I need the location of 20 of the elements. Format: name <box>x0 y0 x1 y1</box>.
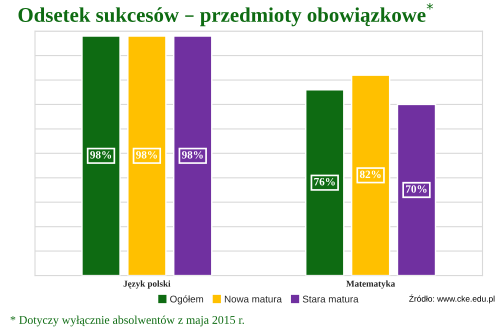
data-label: 98% <box>182 151 203 159</box>
text: Źródło: www.cke.edu.pl <box>409 294 494 304</box>
chart-title: Odsetek sukcesów – przedmioty obowiązkowe$^{*}$ <box>18 2 434 26</box>
bar <box>127 35 167 276</box>
data-label: 70% <box>406 185 427 193</box>
bar <box>305 89 344 276</box>
legend-label: Stara matura <box>302 296 359 303</box>
data-label: 98% <box>90 151 112 159</box>
data-label: 82% <box>360 170 381 178</box>
text: * Dotyczy wyłącznie absolwentów z maja 2015 r. <box>10 316 244 326</box>
legend-label: Ogółem <box>170 295 204 304</box>
data-label: 98% <box>136 151 157 159</box>
legend-label: Nowa matura <box>224 296 282 303</box>
x-tick-label: Matematyka <box>346 280 396 289</box>
bar <box>350 74 390 276</box>
data-label: 76% <box>314 178 335 186</box>
x-tick-label: Język polski <box>124 280 170 289</box>
bar <box>173 35 212 276</box>
bar <box>81 35 121 276</box>
bar <box>396 104 436 276</box>
